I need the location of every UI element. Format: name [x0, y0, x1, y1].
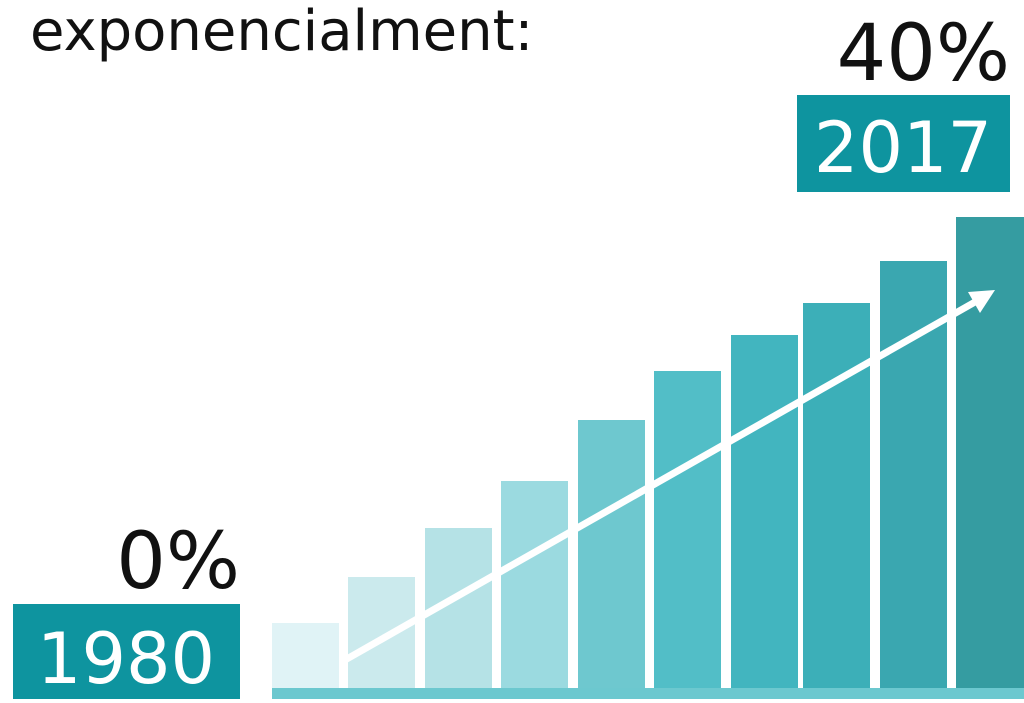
bar	[501, 481, 568, 688]
bar	[803, 303, 870, 688]
bars	[272, 217, 1024, 688]
bar	[654, 371, 721, 688]
start-year: 1980	[37, 618, 215, 699]
bar	[731, 335, 798, 688]
end-year: 2017	[814, 107, 992, 189]
bar	[880, 261, 947, 688]
arrow-head	[968, 290, 995, 313]
bar	[956, 217, 1024, 688]
headline: exponencialment:	[30, 0, 533, 64]
bar	[272, 623, 339, 688]
baseline	[272, 688, 1024, 699]
start-year-box	[13, 604, 240, 699]
bar	[578, 420, 645, 688]
end-year-box	[797, 95, 1010, 192]
trend-arrow	[343, 298, 977, 664]
bar	[348, 577, 415, 688]
start-value: 0%	[116, 517, 240, 607]
end-value: 40%	[837, 9, 1010, 99]
